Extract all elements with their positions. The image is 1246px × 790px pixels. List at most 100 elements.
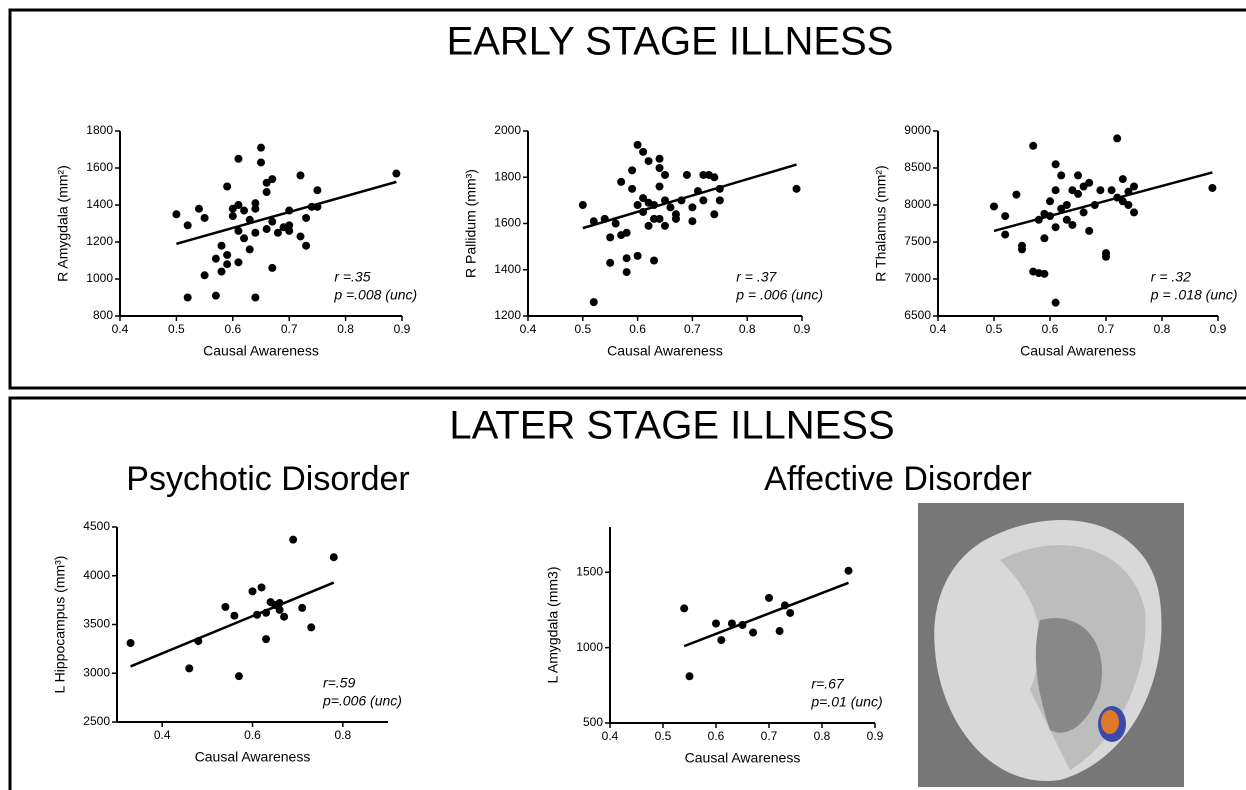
x-tick-label: 0.7 <box>761 729 778 743</box>
point <box>289 535 298 544</box>
point <box>257 143 265 152</box>
point <box>606 233 615 242</box>
point <box>211 254 220 263</box>
point <box>307 623 316 632</box>
y-tick-label: 3500 <box>83 617 110 631</box>
point <box>1051 298 1060 307</box>
point <box>644 157 653 166</box>
y-tick-label: 8500 <box>904 160 931 174</box>
point <box>1079 208 1088 217</box>
point <box>655 214 664 223</box>
point <box>223 250 232 259</box>
point <box>240 234 249 243</box>
point <box>661 221 669 230</box>
point <box>639 194 648 203</box>
point <box>633 140 642 149</box>
x-tick-label: 0.5 <box>986 322 1003 336</box>
x-tick-label: 0.5 <box>655 729 672 743</box>
x-tick-label: 0.8 <box>334 728 351 742</box>
point <box>628 166 637 175</box>
point <box>268 263 277 272</box>
brain-image <box>918 503 1184 787</box>
point <box>1113 134 1122 143</box>
point <box>228 212 237 221</box>
point <box>717 636 726 645</box>
point <box>611 219 620 228</box>
y-axis-label: L Amygdala (mm3) <box>545 567 561 684</box>
x-tick-label: 0.8 <box>1154 322 1171 336</box>
point <box>1118 175 1127 184</box>
point <box>1040 269 1049 278</box>
point <box>1062 201 1071 209</box>
point <box>688 217 697 226</box>
point <box>1130 182 1138 191</box>
point <box>211 291 220 300</box>
annotation: p = .006 (unc) <box>735 287 823 303</box>
point <box>1046 197 1054 206</box>
point <box>765 593 773 602</box>
point <box>268 175 277 184</box>
section-title: LATER STAGE ILLNESS <box>449 404 894 448</box>
y-tick-label: 8000 <box>904 197 931 211</box>
point <box>644 221 653 230</box>
point <box>1001 212 1010 221</box>
point <box>622 254 631 263</box>
panel-border <box>8 8 1246 390</box>
point <box>792 184 801 193</box>
point <box>1096 186 1105 195</box>
annotation: p =.008 (unc) <box>333 287 417 303</box>
x-tick-label: 0.9 <box>867 729 884 743</box>
y-tick-label: 2500 <box>83 714 110 728</box>
y-tick-label: 1000 <box>576 640 603 654</box>
point <box>234 672 243 681</box>
annotation: p=.01 (unc) <box>810 694 882 710</box>
x-tick-label: 0.4 <box>520 322 537 336</box>
point <box>682 170 691 179</box>
point <box>230 611 239 620</box>
point <box>285 226 294 235</box>
annotation: p = .018 (unc) <box>1150 287 1238 303</box>
point <box>329 553 338 562</box>
y-tick-label: 1200 <box>86 234 113 248</box>
trend-line <box>130 581 335 668</box>
y-tick-label: 1400 <box>494 262 521 276</box>
point <box>685 672 694 681</box>
point <box>257 158 265 167</box>
point <box>200 213 209 222</box>
x-tick-label: 0.6 <box>224 322 241 336</box>
x-tick-label: 0.6 <box>708 729 725 743</box>
point <box>1062 215 1071 224</box>
x-tick-label: 0.5 <box>168 322 185 336</box>
y-tick-label: 1800 <box>494 169 521 183</box>
trend-line <box>993 171 1213 233</box>
point <box>650 256 659 265</box>
point <box>245 245 254 254</box>
annotation: r = .32 <box>1151 269 1191 285</box>
point <box>578 201 587 209</box>
trend-line <box>582 163 797 230</box>
x-tick-label: 0.7 <box>684 322 701 336</box>
y-tick-label: 1800 <box>86 123 113 137</box>
point <box>183 221 192 230</box>
chart-title: Affective Disorder <box>764 460 1032 498</box>
point <box>688 203 697 212</box>
trend-line <box>683 581 849 648</box>
annotation: r=.59 <box>323 675 356 691</box>
point <box>650 214 659 223</box>
point <box>617 177 626 186</box>
point <box>1051 186 1060 195</box>
point <box>844 566 853 575</box>
point <box>251 293 260 302</box>
point <box>285 221 294 230</box>
x-tick-label: 0.8 <box>337 322 354 336</box>
point <box>1208 183 1217 192</box>
point <box>699 170 708 179</box>
point <box>257 583 266 592</box>
point <box>1102 249 1110 258</box>
point <box>1040 234 1049 243</box>
point <box>1068 220 1077 229</box>
point <box>234 226 243 235</box>
point <box>1018 245 1026 254</box>
point <box>1029 141 1038 150</box>
